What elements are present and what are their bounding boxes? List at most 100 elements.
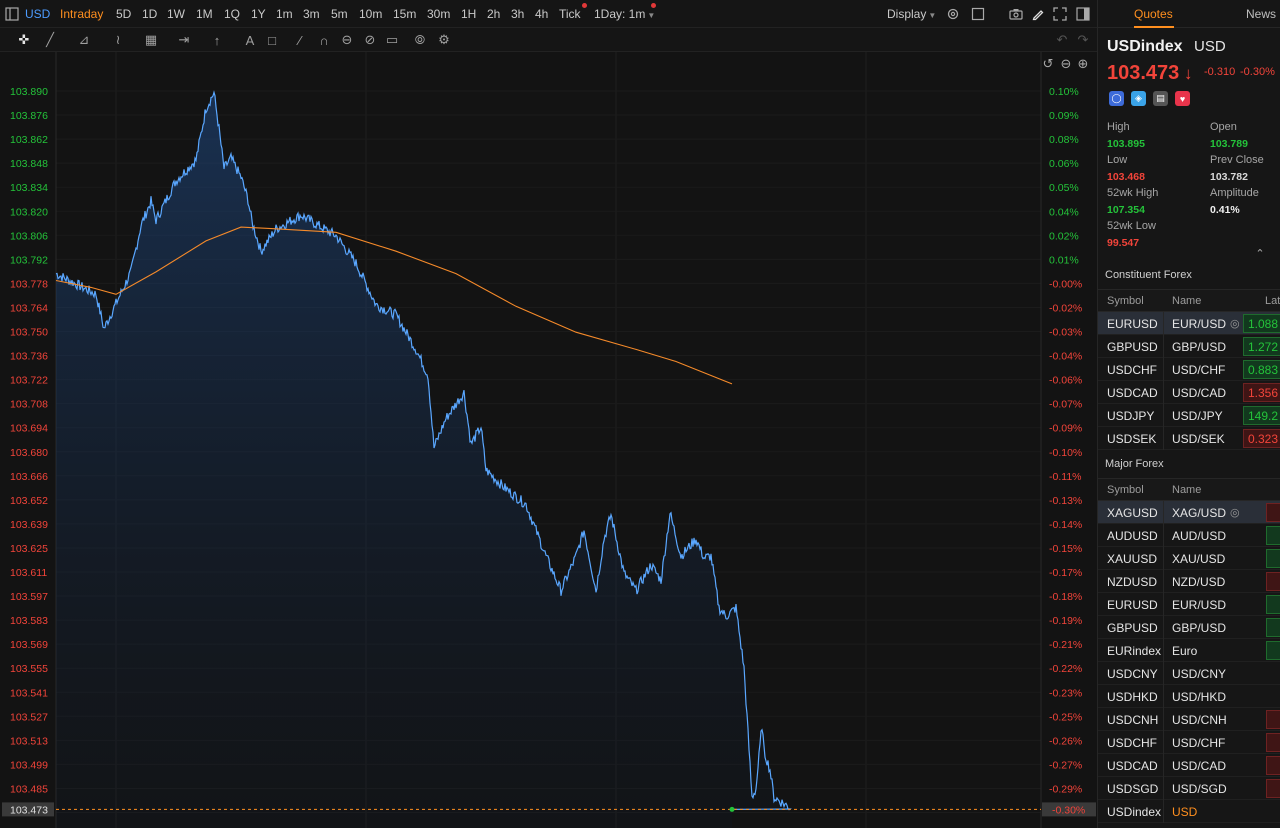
camera-icon[interactable] (1006, 2, 1026, 26)
reset-icon[interactable]: ↺ (1042, 56, 1054, 71)
period-4h[interactable]: 4h (535, 7, 549, 21)
panel-toggle-icon[interactable] (1073, 2, 1093, 26)
table-row[interactable]: USDCHF USD/CHF 0.883 (1098, 358, 1280, 381)
display-menu[interactable]: Display ▼ (887, 7, 936, 21)
tag-icon[interactable]: ◈ (1131, 91, 1146, 106)
tab-quotes[interactable]: Quotes (1134, 7, 1173, 21)
price-chart[interactable]: 103.890 103.876 103.862 103.848 103.834 103.8… (0, 32, 1097, 828)
crosshair-icon[interactable]: ✜ (18, 32, 30, 47)
table-row[interactable]: NZDUSD NZD/USD (1098, 570, 1280, 593)
redo-icon[interactable]: ↷ (1077, 32, 1089, 47)
table-row[interactable]: XAUUSD XAU/USD (1098, 547, 1280, 570)
hide-icon[interactable]: ⊘ (364, 32, 376, 47)
measure-icon[interactable]: ▦ (144, 32, 158, 47)
row-name: NZD/USD (1172, 575, 1226, 589)
period-1w[interactable]: 1W (167, 7, 185, 21)
table-row[interactable]: USDSGD USD/SGD (1098, 777, 1280, 800)
period-1q[interactable]: 1Q (224, 7, 241, 21)
table-row[interactable]: USDCNY USD/CNY (1098, 662, 1280, 685)
price-tick-label: 103.555 (10, 663, 48, 675)
undo-icon[interactable]: ↶ (1056, 32, 1068, 47)
interval-select[interactable]: 1Day: 1m ▼ (594, 7, 655, 21)
col-name[interactable]: Name (1172, 484, 1202, 496)
period-1m[interactable]: 1M (196, 7, 213, 21)
eraser-icon[interactable]: ∕ (298, 32, 302, 48)
text-icon[interactable]: A (245, 32, 255, 48)
period-5m[interactable]: 5m (331, 7, 348, 21)
note-icon[interactable]: □ (268, 32, 276, 48)
period-10m[interactable]: 10m (359, 7, 383, 21)
table-row[interactable]: EURUSD EUR/USD (1098, 593, 1280, 616)
fib-icon[interactable]: ⊿ (78, 32, 90, 47)
row-change-indicator (1266, 779, 1280, 798)
column-divider (1163, 404, 1164, 427)
price-tick-label: 103.792 (10, 254, 48, 266)
layout-icon[interactable] (968, 2, 988, 26)
sidebar-toggle-icon[interactable] (2, 2, 22, 26)
row-symbol: USDindex (1107, 805, 1162, 819)
table-row[interactable]: GBPUSD GBP/USD (1098, 616, 1280, 639)
col-name[interactable]: Name (1172, 295, 1202, 307)
zoom-out-icon[interactable]: ⊖ (1060, 56, 1072, 71)
period-intraday[interactable]: Intraday (60, 7, 104, 21)
target-icon[interactable]: ◎ (1230, 318, 1240, 330)
table-row[interactable]: USDindex USD (1098, 800, 1280, 823)
collapse-icon[interactable]: ⌃ (1255, 247, 1265, 260)
trash-icon[interactable]: ▭ (385, 32, 399, 47)
trendline-icon[interactable]: ╱ (46, 32, 54, 47)
table-row[interactable]: USDCAD USD/CAD (1098, 754, 1280, 777)
period-5d[interactable]: 5D (116, 7, 132, 21)
table-row[interactable]: USDJPY USD/JPY 149.2 (1098, 404, 1280, 427)
col-last[interactable]: Lat (1265, 295, 1280, 307)
table-row[interactable]: XAGUSD XAG/USD ◎ (1098, 501, 1280, 524)
period-15m[interactable]: 15m (393, 7, 417, 21)
table-row[interactable]: EURindex Euro (1098, 639, 1280, 662)
globe-icon[interactable]: ◯ (1109, 91, 1124, 106)
link-icon[interactable]: ⦾ (414, 32, 426, 47)
table-row[interactable]: USDCHF USD/CHF (1098, 731, 1280, 754)
settings-icon[interactable]: ⚙ (438, 32, 450, 47)
pattern-icon[interactable]: ≀ (115, 32, 121, 47)
constituent-table-header: Symbol Name Lat (1098, 289, 1280, 312)
magnet-icon[interactable]: ∩ (319, 32, 329, 48)
pen-icon[interactable] (1028, 2, 1048, 26)
period-tick[interactable]: Tick (559, 7, 581, 21)
table-row[interactable]: AUDUSD AUD/USD (1098, 524, 1280, 547)
period-2h[interactable]: 2h (487, 7, 501, 21)
row-name: AUD/USD (1172, 529, 1227, 543)
period-1y[interactable]: 1Y (251, 7, 266, 21)
period-1d[interactable]: 1D (142, 7, 158, 21)
pct-tick-label: -0.17% (1049, 567, 1082, 579)
lock-icon[interactable]: ⊖ (341, 32, 353, 47)
col-symbol[interactable]: Symbol (1107, 295, 1144, 307)
period-1h[interactable]: 1H (461, 7, 477, 21)
table-row[interactable]: USDHKD USD/HKD (1098, 685, 1280, 708)
fullscreen-icon[interactable] (1050, 2, 1070, 26)
price-tick-label: 103.485 (10, 783, 48, 795)
table-row[interactable]: GBPUSD GBP/USD 1.272 (1098, 335, 1280, 358)
period-3m[interactable]: 3m (303, 7, 320, 21)
pct-tick-label: -0.04% (1049, 351, 1082, 363)
period-30m[interactable]: 30m (427, 7, 451, 21)
period-3h[interactable]: 3h (511, 7, 525, 21)
tab-news[interactable]: News (1246, 7, 1277, 21)
table-row[interactable]: EURUSD EUR/USD ◎ 1.088 (1098, 312, 1280, 335)
symbol-selector[interactable]: USD (25, 7, 51, 21)
zoom-in-icon[interactable]: ⊕ (1077, 56, 1089, 71)
settings-icon[interactable] (943, 2, 963, 26)
row-change-indicator (1266, 618, 1280, 637)
target-icon[interactable]: ◎ (1230, 507, 1240, 519)
col-symbol[interactable]: Symbol (1107, 484, 1144, 496)
row-name: Euro (1172, 644, 1198, 658)
table-row[interactable]: USDCNH USD/CNH (1098, 708, 1280, 731)
stat-52wk-low-label: 52wk Low (1107, 220, 1156, 232)
row-symbol: NZDUSD (1107, 575, 1157, 589)
table-row[interactable]: USDCAD USD/CAD 1.356 (1098, 381, 1280, 404)
table-row[interactable]: USDSEK USD/SEK 0.323 (1098, 427, 1280, 450)
doc-icon[interactable]: ▤ (1153, 91, 1168, 106)
range-icon[interactable]: ⇥ (178, 32, 190, 47)
chart-canvas[interactable]: 103.890 103.876 103.862 103.848 103.834 103.8… (0, 52, 1097, 828)
period-1m[interactable]: 1m (276, 7, 293, 21)
heart-icon[interactable]: ♥ (1175, 91, 1190, 106)
arrow-up-icon[interactable]: ↑ (213, 32, 221, 48)
